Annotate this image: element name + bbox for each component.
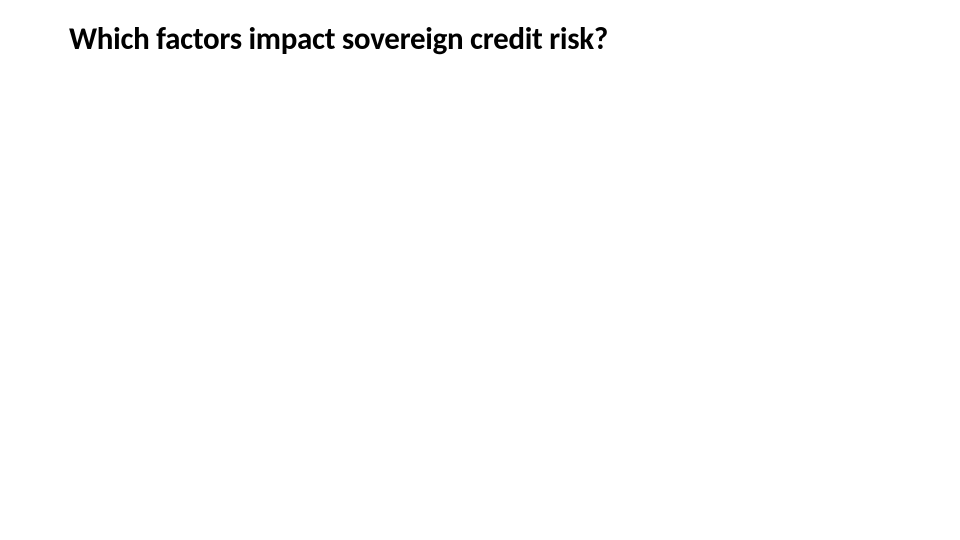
- slide: Which factors impact sovereign credit ri…: [0, 0, 960, 540]
- slide-title: Which factors impact sovereign credit ri…: [69, 20, 608, 58]
